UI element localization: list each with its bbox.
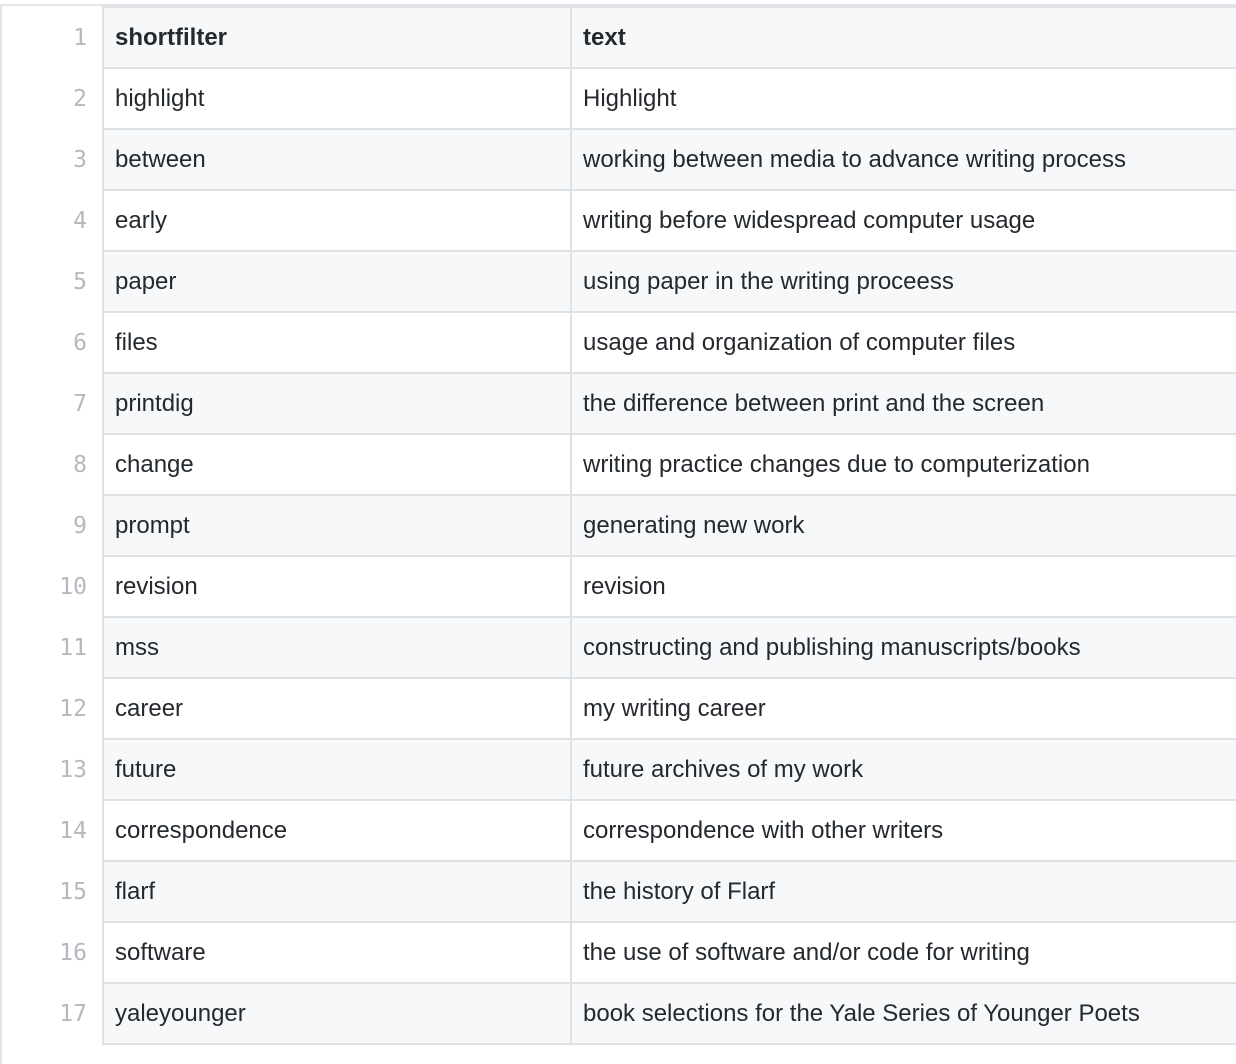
cell-shortfilter: career [102,677,572,740]
table-header-row: 1 shortfilter text [2,6,1236,69]
cell-text: future archives of my work [570,738,1236,801]
table-row: 17 yaleyounger book selections for the Yal… [2,982,1236,1045]
table-row: 16 software the use of software and/or cod… [2,921,1236,984]
cell-shortfilter: mss [102,616,572,679]
cell-text: Highlight [570,67,1236,130]
cell-text: usage and organization of computer files [570,311,1236,374]
cell-shortfilter: change [102,433,572,496]
line-number[interactable]: 14 [2,800,103,861]
line-number[interactable]: 15 [2,861,103,922]
table-row: 5 paper using paper in the writing procees… [2,250,1236,313]
table-row: 10 revision revision [2,555,1236,618]
cell-shortfilter: correspondence [102,799,572,862]
line-number[interactable]: 16 [2,922,103,983]
cell-shortfilter: revision [102,555,572,618]
csv-table: 1 shortfilter text 2 highlight Highlight 3 b… [2,6,1236,1045]
cell-shortfilter: flarf [102,860,572,923]
table-row: 8 change writing practice changes due to c… [2,433,1236,496]
table-row: 9 prompt generating new work [2,494,1236,557]
line-number[interactable]: 3 [2,129,103,190]
line-number[interactable]: 1 [2,7,103,68]
cell-shortfilter: files [102,311,572,374]
cell-text: writing before widespread computer usage [570,189,1236,252]
table-row: 3 between working between media to advance… [2,128,1236,191]
cell-text: writing practice changes due to computer… [570,433,1236,496]
cell-text: book selections for the Yale Series of Y… [570,982,1236,1045]
table-row: 2 highlight Highlight [2,67,1236,130]
cell-shortfilter: prompt [102,494,572,557]
cell-text: revision [570,555,1236,618]
table-row: 15 flarf the history of Flarf [2,860,1236,923]
table-row: 13 future future archives of my work [2,738,1236,801]
cell-shortfilter: early [102,189,572,252]
cell-text: the history of Flarf [570,860,1236,923]
cell-shortfilter: yaleyounger [102,982,572,1045]
line-number[interactable]: 13 [2,739,103,800]
cell-shortfilter: future [102,738,572,801]
cell-shortfilter: software [102,921,572,984]
cell-text: working between media to advance writing… [570,128,1236,191]
table-row: 4 early writing before widespread computer… [2,189,1236,252]
csv-viewer: 1 shortfilter text 2 highlight Highlight 3 b… [0,4,1236,1064]
cell-text: the difference between print and the scr… [570,372,1236,435]
cell-text: generating new work [570,494,1236,557]
cell-shortfilter: printdig [102,372,572,435]
line-number[interactable]: 6 [2,312,103,373]
cell-text: constructing and publishing manuscripts/… [570,616,1236,679]
cell-text: my writing career [570,677,1236,740]
line-number[interactable]: 12 [2,678,103,739]
line-number[interactable]: 4 [2,190,103,251]
line-number[interactable]: 8 [2,434,103,495]
cell-shortfilter: paper [102,250,572,313]
cell-shortfilter: highlight [102,67,572,130]
line-number[interactable]: 11 [2,617,103,678]
cell-shortfilter: between [102,128,572,191]
table-row: 7 printdig the difference between print an… [2,372,1236,435]
cell-text: correspondence with other writers [570,799,1236,862]
line-number[interactable]: 9 [2,495,103,556]
line-number[interactable]: 2 [2,68,103,129]
cell-text: using paper in the writing proceess [570,250,1236,313]
cell-text: the use of software and/or code for writ… [570,921,1236,984]
table-row: 6 files usage and organization of computer… [2,311,1236,374]
table-row: 12 career my writing career [2,677,1236,740]
table-row: 11 mss constructing and publishing manuscr… [2,616,1236,679]
column-header-text: text [570,6,1236,69]
column-header-shortfilter: shortfilter [102,6,572,69]
line-number[interactable]: 17 [2,983,103,1044]
line-number[interactable]: 7 [2,373,103,434]
line-number[interactable]: 5 [2,251,103,312]
table-row: 14 correspondence correspondence with othe… [2,799,1236,862]
line-number[interactable]: 10 [2,556,103,617]
